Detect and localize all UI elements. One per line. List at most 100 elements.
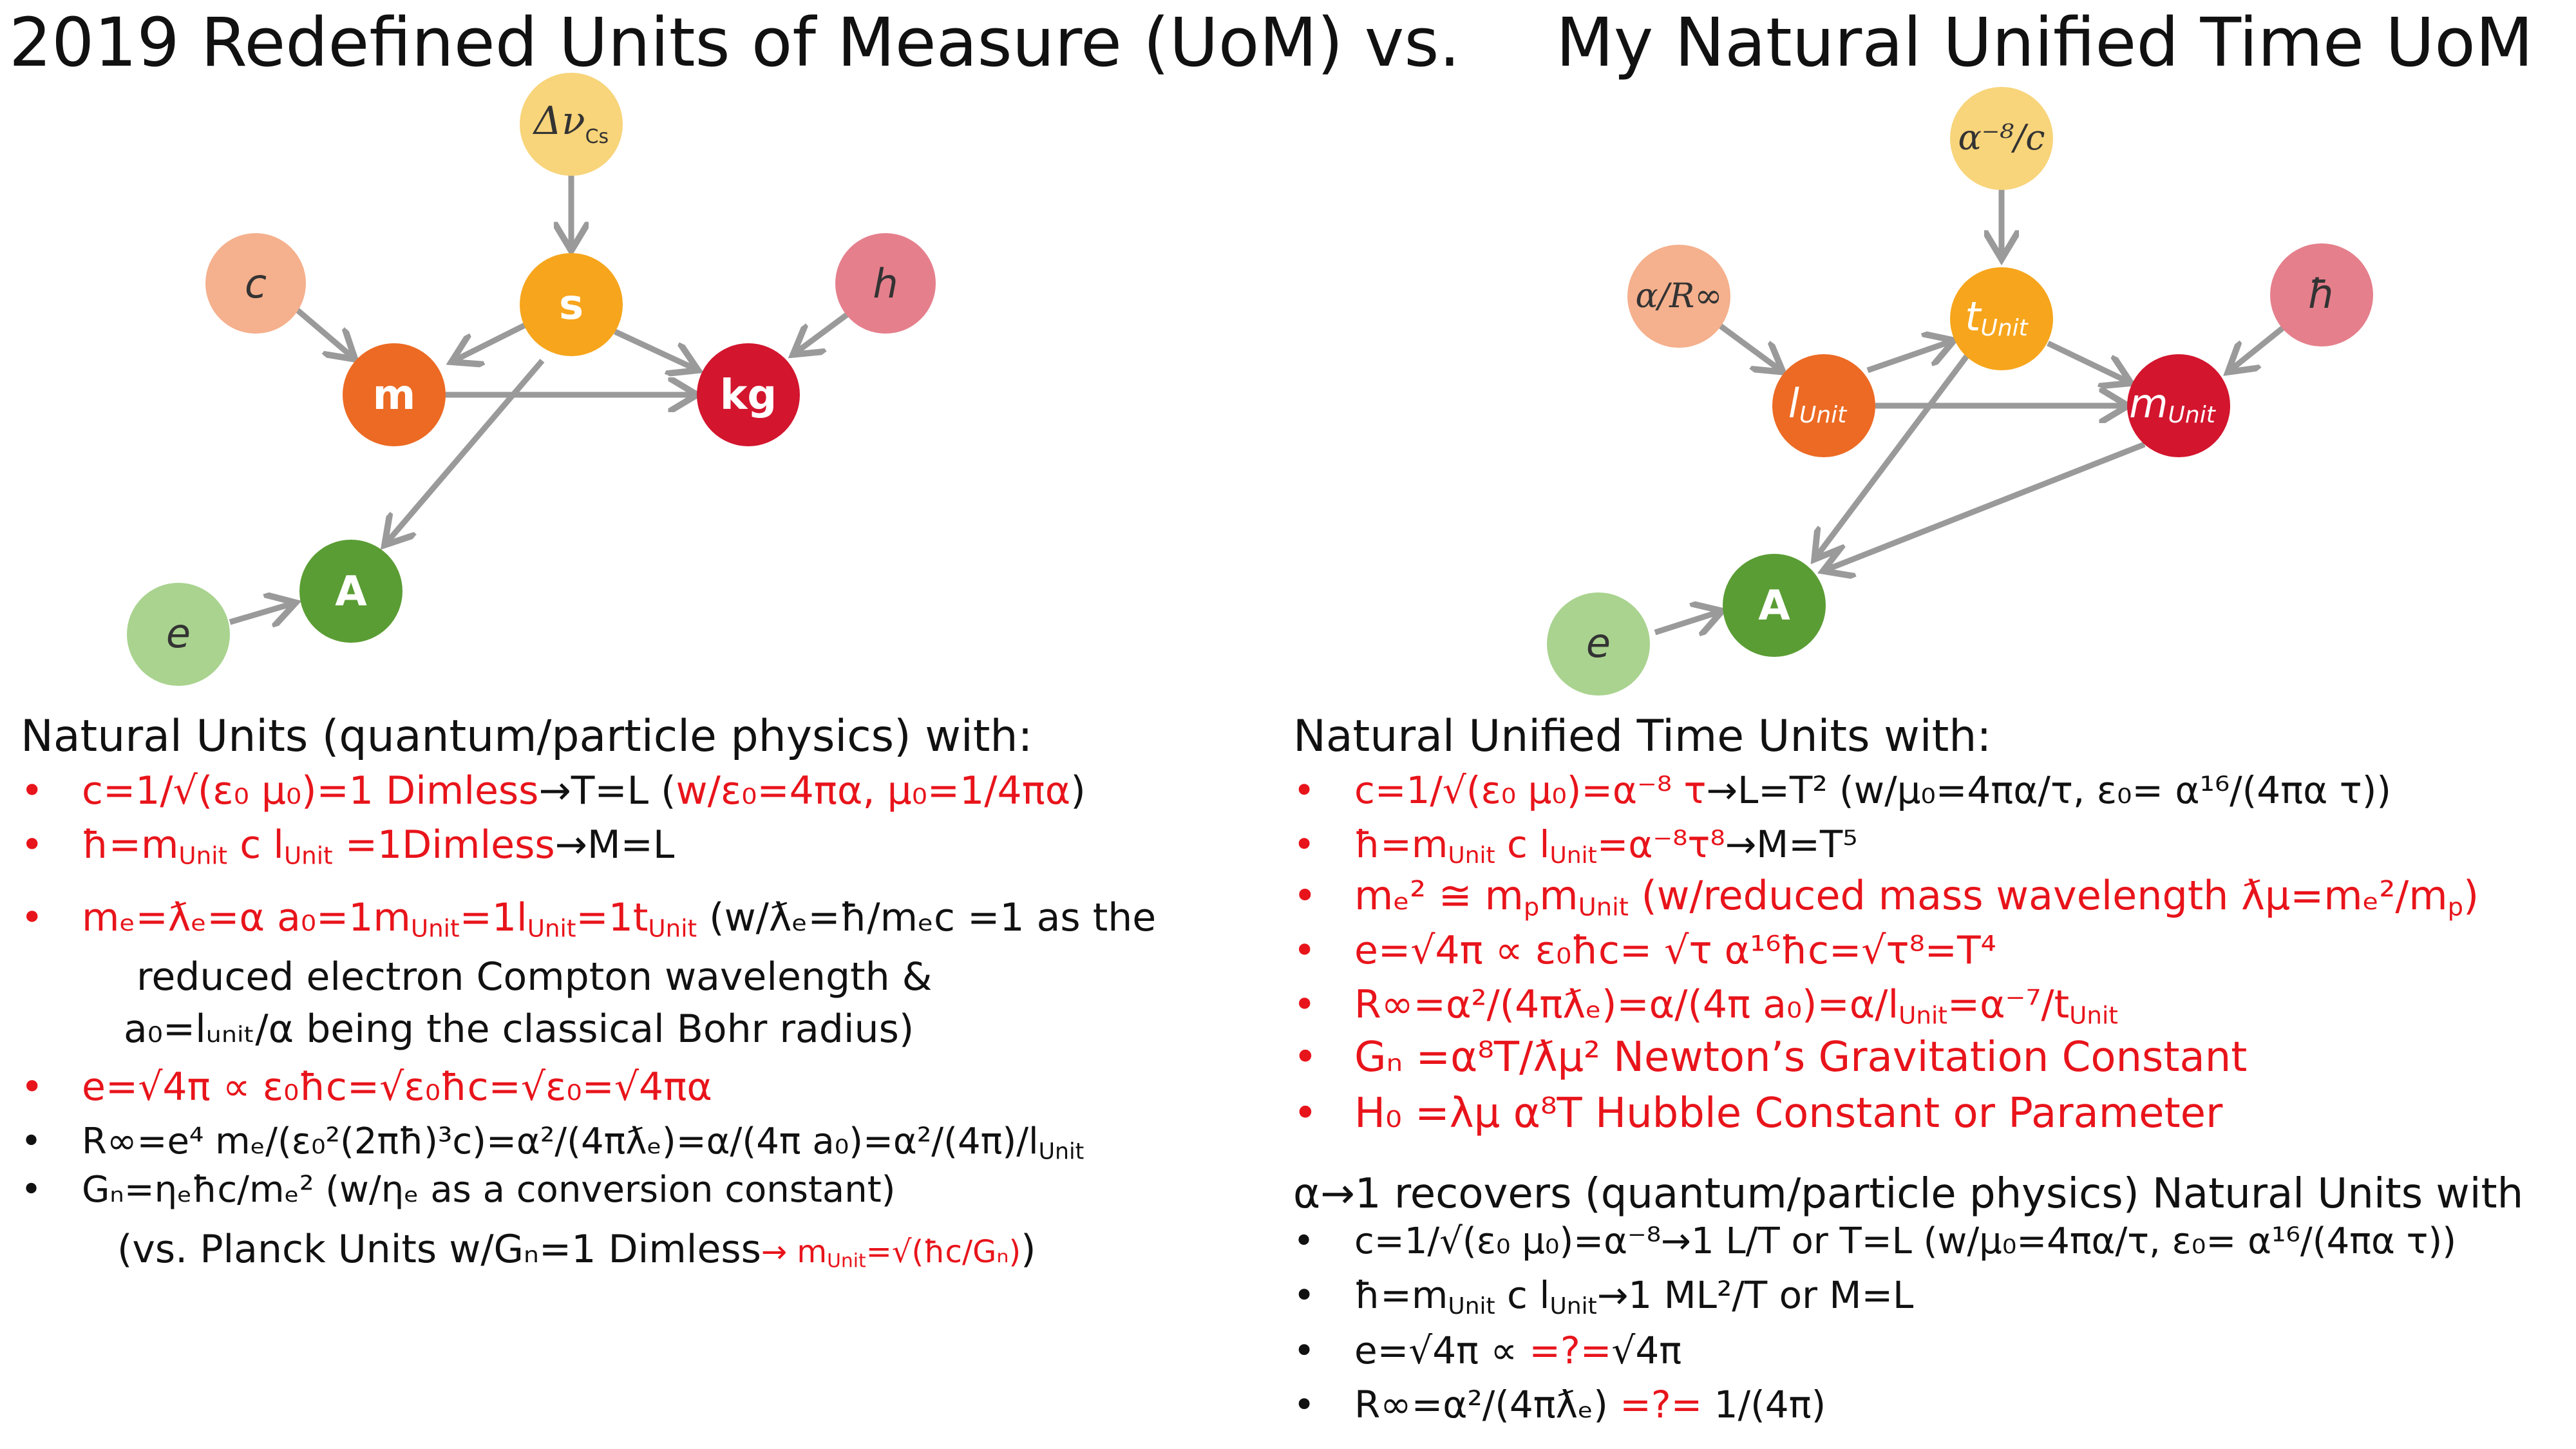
right-heading-2: α→1 recovers (quantum/particle physics) …	[1293, 1170, 2524, 1218]
r2-red: ħ=m	[1354, 822, 1448, 866]
s2-sub1: Unit	[1448, 1293, 1495, 1320]
bullet-dot: •	[1293, 1273, 1316, 1317]
bullet-dot: •	[21, 1121, 43, 1162]
b6-cont-red2: =√(ħc/Gₙ)	[866, 1234, 1021, 1270]
arrow-t-mU	[2047, 340, 2128, 382]
s3-black: e=√4π ∝	[1354, 1329, 1530, 1372]
r5-red-b: =α⁻⁷/t	[1947, 982, 2070, 1027]
bullet-dot: •	[1293, 872, 1317, 919]
left-heading: Natural Units (quantum/particle physics)…	[21, 711, 1033, 762]
r2-sub2: Unit	[1549, 842, 1597, 869]
b1-red2: w/ε₀=4πα, μ₀=1/4πα	[676, 768, 1071, 813]
b6-cont-red: → m	[761, 1234, 828, 1270]
right-bullet-4: • e=√4π ∝ ε₀ħc= √τ α¹⁶ħc=√τ⁸=T⁴	[1293, 931, 1996, 970]
s2-b: c l	[1495, 1273, 1550, 1317]
right-bullet-1: • c=1/√(ε₀ μ₀)=α⁻⁸ τ→L=T² (w/μ₀=4πα/τ, ε₀…	[1293, 772, 2391, 809]
node-lunit-sub: Unit	[1799, 402, 1848, 428]
node-h-label: h	[873, 260, 898, 307]
arrow-aR-l	[1718, 323, 1781, 370]
right-bullet-6: • Gₙ =α⁸T/ƛμ² Newton’s Gravitation Consta…	[1293, 1037, 2247, 1078]
bullet-dot: •	[21, 1169, 43, 1211]
right-arrows	[1654, 189, 2288, 632]
arrow-e-A	[229, 603, 293, 622]
s4-red: =?=	[1620, 1383, 1703, 1426]
node-A-right: A	[1723, 554, 1826, 657]
arrow-h-kg	[795, 310, 852, 353]
node-A-label: A	[335, 568, 367, 616]
node-s: s	[520, 253, 623, 356]
b5-sub: Unit	[1038, 1139, 1084, 1165]
node-A: A	[299, 540, 402, 643]
r3-sub1: p	[1523, 893, 1540, 922]
right-bullet-5: • R∞=α²/(4πƛₑ)=α/(4π a₀)=α/lUnit=α⁻⁷/tUni…	[1293, 985, 2118, 1028]
r3-red: mₑ² ≅ m	[1354, 872, 1524, 919]
svg-text:ΔνCs: ΔνCs	[533, 99, 609, 148]
r3-red-c: (w/reduced mass wavelength ƛμ=mₑ²/m	[1628, 872, 2448, 919]
r3-red-b: m	[1539, 872, 1578, 919]
arrow-s-kg	[614, 328, 696, 369]
r6-red: Gₙ =α⁸T/ƛμ² Newton’s Gravitation Constan…	[1354, 1034, 2248, 1081]
svg-text:lUnit: lUnit	[1788, 380, 1848, 428]
b2-red: ħ=m	[82, 822, 179, 867]
b4-red: e=√4π ∝ ε₀ħc=√ε₀ħc=√ε₀=√4πα	[82, 1065, 712, 1110]
left-bullet-6-cont: (vs. Planck Units w/Gₙ=1 Dimless→ mUnit=…	[117, 1230, 1036, 1271]
b3-sub3: Unit	[648, 914, 697, 943]
node-m: m	[343, 343, 446, 446]
arrow-e-A-right	[1654, 612, 1719, 632]
s4-black: R∞=α²/(4πƛₑ)	[1354, 1383, 1620, 1426]
r3-sub3: p	[2447, 893, 2464, 922]
node-dnu-sub: Cs	[585, 126, 609, 148]
bullet-dot: •	[1293, 1220, 1315, 1262]
arrow-s-m	[454, 322, 527, 361]
r7-red: H₀ =λμ α⁸T Hubble Constant or Parameter	[1354, 1090, 2223, 1137]
r1-red: c=1/√(ε₀ μ₀)=α⁻⁸ τ	[1354, 768, 1707, 812]
s2-sub2: Unit	[1549, 1293, 1597, 1320]
node-lunit-label: l	[1788, 380, 1799, 427]
b2-red-b: c l	[227, 822, 284, 867]
left-bullet-3-cont2: a₀=lᵤₙᵢₜ/α being the classical Bohr radi…	[124, 1007, 914, 1052]
b6-text: Gₙ=ηₑħc/mₑ² (w/ηₑ as a conversion consta…	[82, 1169, 896, 1211]
node-A-right-label: A	[1758, 582, 1790, 630]
left-arrows	[229, 175, 852, 622]
arrow-s-A	[386, 359, 545, 543]
node-alpha-c: α⁻⁸/c	[1950, 87, 2053, 190]
arrow-l-t	[1866, 341, 1951, 374]
b3-red-b: =1l	[459, 895, 527, 940]
b6-cont-sub: Unit	[827, 1249, 866, 1273]
node-s-label: s	[559, 281, 583, 329]
bullet-dot: •	[1293, 822, 1316, 866]
right-sub-bullet-4: • R∞=α²/(4πƛₑ) =?= 1/(4π)	[1293, 1386, 1826, 1423]
bullet-dot: •	[1293, 1034, 1318, 1081]
bullet-dot: •	[21, 1065, 44, 1110]
r2-red-b: c l	[1495, 822, 1550, 866]
b2-sub2: Unit	[283, 841, 333, 870]
b6-cont-black: (vs. Planck Units w/Gₙ=1 Dimless	[117, 1227, 761, 1272]
node-tunit: tUnit	[1950, 267, 2053, 370]
s2-a: ħ=m	[1354, 1273, 1448, 1317]
b1-end: )	[1070, 768, 1086, 813]
left-bullet-4: • e=√4π ∝ ε₀ħc=√ε₀ħc=√ε₀=√4πα	[21, 1068, 712, 1106]
bullet-dot: •	[1293, 1090, 1318, 1137]
r5-sub2: Unit	[2069, 1001, 2118, 1030]
b3-sub2: Unit	[527, 914, 576, 943]
svg-text:mUnit: mUnit	[2129, 380, 2217, 428]
r2-sub1: Unit	[1448, 842, 1495, 869]
b1-red: c=1/√(ε₀ μ₀)=1 Dimless	[82, 768, 539, 813]
arrow-c-m	[294, 307, 353, 357]
s1-text: c=1/√(ε₀ μ₀)=α⁻⁸→1 L/T or T=L (w/μ₀=4πα/…	[1354, 1220, 2457, 1262]
node-e: e	[127, 583, 230, 686]
bullet-dot: •	[1293, 928, 1316, 973]
b3-red-c: =1t	[576, 895, 649, 940]
node-kg-label: kg	[720, 372, 777, 419]
arrow-hbar-mU	[2230, 323, 2288, 370]
b3-sub1: Unit	[410, 914, 460, 943]
bullet-dot: •	[21, 895, 44, 940]
right-heading: Natural Unified Time Units with:	[1293, 711, 1992, 762]
node-alpha-R: α/R∞	[1627, 245, 1730, 348]
b3-red: mₑ=ƛₑ=α a₀=1m	[82, 895, 411, 940]
b2-sub1: Unit	[178, 841, 228, 870]
left-bullet-1: • c=1/√(ε₀ μ₀)=1 Dimless→T=L (w/ε₀=4πα, μ…	[21, 772, 1086, 810]
b2-red-c: =1Dimless	[332, 822, 555, 867]
node-tunit-label: t	[1965, 293, 1982, 340]
svg-text:tUnit: tUnit	[1965, 293, 2029, 341]
